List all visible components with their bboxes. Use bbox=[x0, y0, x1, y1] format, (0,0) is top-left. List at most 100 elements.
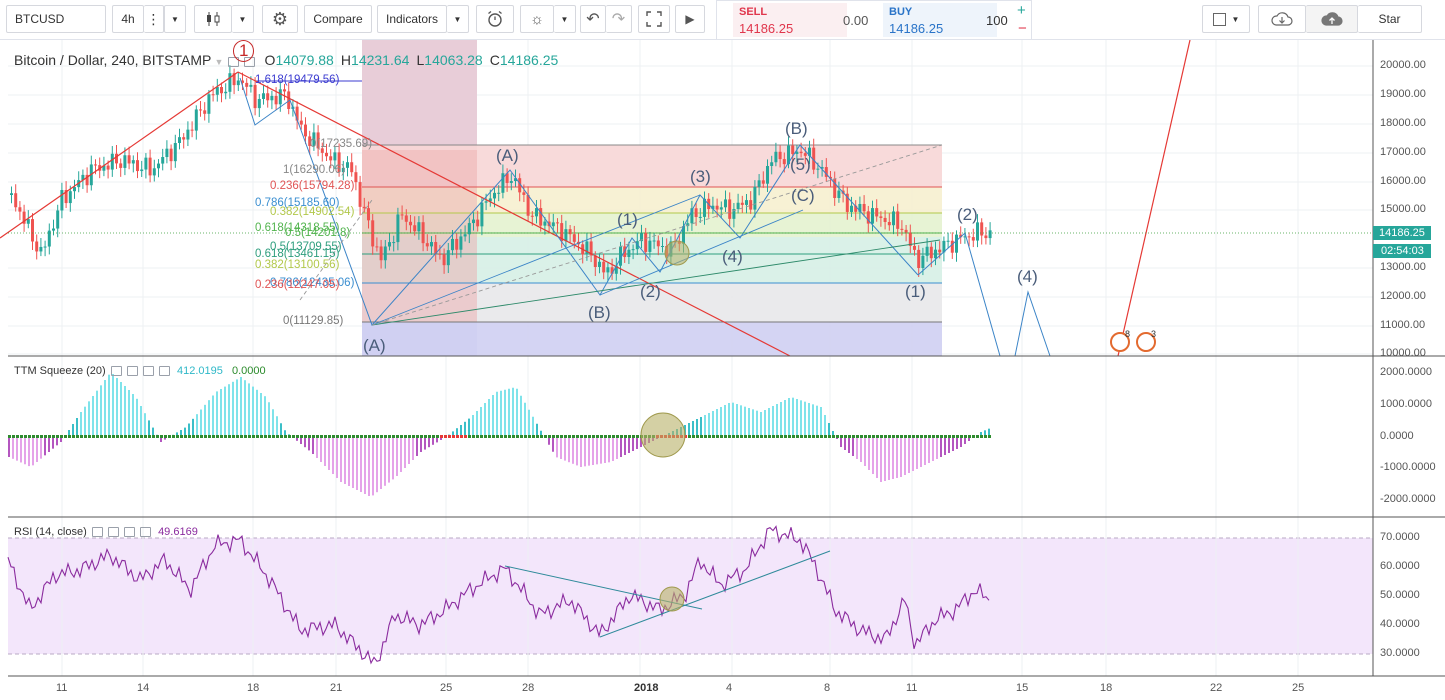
interval-button[interactable]: 4h bbox=[112, 5, 144, 33]
indicators-button[interactable]: Indicators bbox=[377, 5, 447, 33]
wave-label: (4) bbox=[722, 247, 743, 266]
ttm-squeeze-dot bbox=[24, 435, 27, 438]
fib-box-left-red bbox=[362, 150, 477, 322]
open-value: 14079.88 bbox=[275, 52, 334, 68]
ttm-squeeze-dot bbox=[752, 435, 755, 438]
compare-button[interactable]: Compare bbox=[304, 5, 372, 33]
flag-us-event-2[interactable] bbox=[1136, 332, 1156, 352]
ttm-squeeze-dot bbox=[160, 435, 163, 438]
symbol-input[interactable]: BTCUSD bbox=[6, 5, 106, 33]
buy-button[interactable]: BUY 14186.25 bbox=[883, 3, 997, 37]
flag-us-event-1[interactable] bbox=[1110, 332, 1130, 352]
fib-level-label: 0.382(13100.56) bbox=[255, 259, 340, 271]
wave-label: (2) bbox=[640, 282, 661, 301]
ttm-squeeze-dot bbox=[140, 435, 143, 438]
ttm-squeeze-dot bbox=[332, 435, 335, 438]
trade-panel: SELL 14186.25 0.00 BUY 14186.25 100 + − bbox=[716, 0, 1032, 40]
minus-icon[interactable]: − bbox=[1018, 20, 1027, 37]
interval-dropdown-button[interactable]: ▼ bbox=[164, 5, 186, 33]
ttm-squeeze-dot bbox=[84, 435, 87, 438]
ttm-squeeze-dot bbox=[912, 435, 915, 438]
ttm-bar bbox=[560, 437, 562, 459]
chart-style-dropdown[interactable]: ▼ bbox=[232, 5, 254, 33]
alert-button[interactable] bbox=[476, 5, 514, 33]
candle-body bbox=[173, 143, 177, 162]
ttm-squeeze-dot bbox=[684, 435, 687, 438]
candle-body bbox=[304, 124, 307, 137]
ttm-bar bbox=[816, 405, 818, 437]
candle-body bbox=[656, 240, 660, 247]
candle-body bbox=[253, 84, 257, 109]
candle-body bbox=[661, 245, 664, 247]
candle-body bbox=[955, 234, 958, 253]
ttm-bar bbox=[528, 409, 530, 437]
legend-arrow-icon: ▼ bbox=[214, 57, 224, 67]
chart-canvas[interactable] bbox=[0, 40, 1445, 700]
chart-area[interactable]: Bitcoin / Dollar, 240, BITSTAMP ▼ O14079… bbox=[0, 40, 1445, 700]
ttm-bar bbox=[540, 430, 542, 437]
sell-button[interactable]: SELL 14186.25 bbox=[733, 3, 847, 37]
settings-icon[interactable] bbox=[126, 366, 138, 377]
ttm-squeeze-dot bbox=[572, 435, 575, 438]
ttm-squeeze-dot bbox=[944, 435, 947, 438]
star-button[interactable]: Star bbox=[1358, 5, 1422, 33]
ttm-squeeze-dot bbox=[620, 435, 623, 438]
ttm-squeeze-dot bbox=[400, 435, 403, 438]
fib-level-label: 0(11129.85) bbox=[283, 315, 344, 327]
ttm-bar bbox=[488, 399, 490, 437]
ttm-squeeze-dot bbox=[440, 435, 443, 438]
candle-body bbox=[400, 214, 404, 216]
settings-button[interactable]: ⚙ bbox=[262, 5, 298, 33]
eye-icon[interactable] bbox=[91, 527, 103, 538]
candle-body bbox=[455, 238, 459, 250]
more-icon[interactable] bbox=[140, 527, 151, 538]
replay-button[interactable]: ▶ bbox=[675, 5, 705, 33]
candle-body bbox=[81, 174, 85, 181]
ttm-bar bbox=[492, 395, 494, 437]
ttm-squeeze-dot bbox=[888, 435, 891, 438]
ttm-squeeze-dot bbox=[108, 435, 111, 438]
ttm-bar bbox=[328, 437, 330, 470]
fullscreen-button[interactable] bbox=[638, 5, 670, 33]
ttm-bar bbox=[512, 387, 514, 437]
ttm-bar bbox=[412, 437, 414, 460]
cloud-save-button[interactable] bbox=[1306, 5, 1358, 33]
ttm-squeeze-dot bbox=[828, 435, 831, 438]
candle-body bbox=[530, 215, 534, 217]
chart-style-button[interactable] bbox=[194, 5, 232, 33]
delete-icon[interactable] bbox=[123, 527, 135, 538]
ideas-dropdown[interactable]: ▼ bbox=[554, 5, 576, 33]
candle-body bbox=[736, 202, 740, 209]
cloud-load-button[interactable] bbox=[1258, 5, 1306, 33]
ttm-bar bbox=[388, 437, 390, 483]
candle-body bbox=[278, 89, 282, 105]
undo-button[interactable]: ↶ bbox=[580, 5, 606, 33]
layout-button[interactable]: ▼ bbox=[1202, 5, 1250, 33]
star-label: Star bbox=[1378, 12, 1401, 26]
redo-button[interactable]: ↷ bbox=[606, 5, 632, 33]
ttm-bar bbox=[212, 395, 214, 437]
ttm-bar bbox=[736, 404, 738, 437]
candle-body bbox=[144, 157, 148, 170]
indicators-dropdown[interactable]: ▼ bbox=[447, 5, 469, 33]
ttm-bar bbox=[860, 437, 862, 462]
plus-icon[interactable]: + bbox=[1017, 2, 1026, 19]
ttm-squeeze-dot bbox=[276, 435, 279, 438]
ttm-squeeze-dot bbox=[636, 435, 639, 438]
ttm-squeeze-dot bbox=[816, 435, 819, 438]
candle-body bbox=[757, 180, 761, 187]
candle-body bbox=[934, 249, 937, 259]
ideas-button[interactable]: ☼ bbox=[520, 5, 554, 33]
more-icon[interactable] bbox=[158, 366, 170, 377]
eye-icon[interactable] bbox=[110, 366, 122, 377]
interval-menu-button[interactable]: ⋮ bbox=[144, 5, 164, 33]
time-tick: 15 bbox=[1016, 682, 1029, 694]
delete-icon[interactable] bbox=[142, 366, 154, 377]
settings-icon[interactable] bbox=[107, 527, 119, 538]
candle-body bbox=[610, 267, 614, 274]
ttm-squeeze-dot bbox=[308, 435, 311, 438]
main-legend: Bitcoin / Dollar, 240, BITSTAMP ▼ O14079… bbox=[14, 52, 558, 68]
quantity-value[interactable]: 100 bbox=[986, 13, 1008, 28]
price-tick: 12000.00 bbox=[1380, 290, 1426, 302]
candle-body bbox=[690, 208, 694, 224]
